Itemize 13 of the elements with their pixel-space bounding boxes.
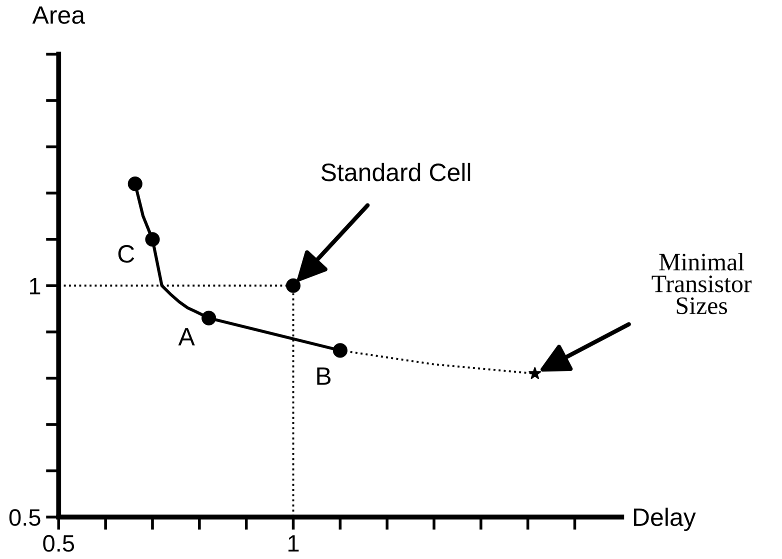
annotation: C: [118, 245, 134, 263]
point: [145, 232, 160, 247]
annotation: Standard Cell: [321, 162, 470, 182]
y-axis-title: Area: [32, 6, 86, 24]
x-axis-title: Delay: [634, 508, 696, 532]
point: [202, 310, 216, 326]
annotation: Minimal Transistor Sizes: [652, 252, 752, 314]
annotation: A: [178, 328, 195, 346]
point: [332, 343, 348, 358]
annotation: B: [317, 367, 331, 385]
point: [128, 176, 142, 192]
point: [286, 278, 301, 293]
point: [528, 367, 542, 379]
